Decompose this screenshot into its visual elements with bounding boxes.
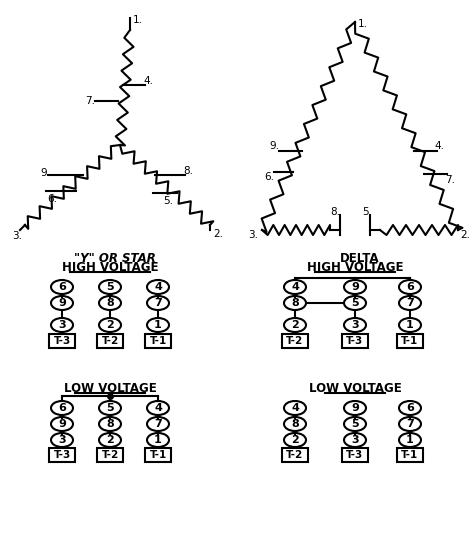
Text: T-2: T-2 bbox=[101, 450, 118, 460]
Text: 4.: 4. bbox=[143, 76, 153, 86]
Text: T-3: T-3 bbox=[54, 450, 71, 460]
Text: 5.: 5. bbox=[163, 196, 173, 206]
Text: 3.: 3. bbox=[12, 231, 22, 241]
Text: 2: 2 bbox=[291, 320, 299, 330]
Text: 9: 9 bbox=[58, 419, 66, 429]
Text: 6.: 6. bbox=[47, 194, 57, 204]
Text: 7: 7 bbox=[154, 419, 162, 429]
Text: 3: 3 bbox=[58, 435, 66, 445]
Text: 3.: 3. bbox=[248, 230, 258, 240]
Text: 1: 1 bbox=[154, 435, 162, 445]
Text: "Y" OR STAR: "Y" OR STAR bbox=[74, 252, 156, 265]
Text: 5: 5 bbox=[351, 298, 359, 308]
Text: T-3: T-3 bbox=[54, 336, 71, 346]
Text: 3: 3 bbox=[58, 320, 66, 330]
Text: 1.: 1. bbox=[133, 15, 143, 25]
Text: 7: 7 bbox=[406, 419, 414, 429]
Text: T-1: T-1 bbox=[149, 336, 167, 346]
Text: LOW VOLTAGE: LOW VOLTAGE bbox=[64, 382, 156, 395]
Text: 8: 8 bbox=[106, 419, 114, 429]
Text: 3: 3 bbox=[351, 320, 359, 330]
Text: T-1: T-1 bbox=[401, 450, 419, 460]
Text: 5: 5 bbox=[106, 403, 114, 413]
Text: 8: 8 bbox=[106, 298, 114, 308]
Text: 8.: 8. bbox=[183, 166, 193, 176]
Text: 4: 4 bbox=[291, 282, 299, 292]
Text: T-2: T-2 bbox=[286, 450, 304, 460]
Text: 5: 5 bbox=[106, 282, 114, 292]
Text: 4: 4 bbox=[154, 282, 162, 292]
Text: 9: 9 bbox=[351, 403, 359, 413]
Text: 2: 2 bbox=[106, 435, 114, 445]
Text: 6.: 6. bbox=[264, 172, 274, 182]
Text: 2.: 2. bbox=[460, 230, 470, 240]
Text: 7: 7 bbox=[406, 298, 414, 308]
Text: T-1: T-1 bbox=[149, 450, 167, 460]
Text: 4: 4 bbox=[154, 403, 162, 413]
Text: HIGH VOLTAGE: HIGH VOLTAGE bbox=[307, 261, 403, 274]
Text: LOW VOLTAGE: LOW VOLTAGE bbox=[309, 382, 401, 395]
Text: T-1: T-1 bbox=[401, 336, 419, 346]
Text: T-2: T-2 bbox=[286, 336, 304, 346]
Text: 5: 5 bbox=[351, 419, 359, 429]
Text: 1.: 1. bbox=[358, 19, 368, 29]
Text: 6: 6 bbox=[406, 282, 414, 292]
Text: 9.: 9. bbox=[40, 168, 51, 178]
Text: 7.: 7. bbox=[445, 175, 455, 185]
Text: 6: 6 bbox=[406, 403, 414, 413]
Text: 7: 7 bbox=[154, 298, 162, 308]
Text: 3: 3 bbox=[351, 435, 359, 445]
Text: T-2: T-2 bbox=[101, 336, 118, 346]
Text: 2.: 2. bbox=[213, 229, 223, 239]
Text: 8.: 8. bbox=[330, 207, 340, 217]
Text: 4: 4 bbox=[291, 403, 299, 413]
Text: 6: 6 bbox=[58, 403, 66, 413]
Text: T-3: T-3 bbox=[346, 450, 364, 460]
Text: 8: 8 bbox=[291, 419, 299, 429]
Text: 2: 2 bbox=[291, 435, 299, 445]
Text: 1: 1 bbox=[154, 320, 162, 330]
Text: 4.: 4. bbox=[435, 141, 445, 151]
Text: 2: 2 bbox=[106, 320, 114, 330]
Text: 8: 8 bbox=[291, 298, 299, 308]
Text: DELTA: DELTA bbox=[340, 252, 380, 265]
Text: 6: 6 bbox=[58, 282, 66, 292]
Text: 9: 9 bbox=[351, 282, 359, 292]
Text: 1: 1 bbox=[406, 320, 414, 330]
Text: 1: 1 bbox=[406, 435, 414, 445]
Text: 7.: 7. bbox=[85, 95, 95, 106]
Text: 9: 9 bbox=[58, 298, 66, 308]
Text: 5.: 5. bbox=[362, 207, 372, 217]
Text: T-3: T-3 bbox=[346, 336, 364, 346]
Text: 9.: 9. bbox=[269, 141, 279, 151]
Text: HIGH VOLTAGE: HIGH VOLTAGE bbox=[62, 261, 158, 274]
